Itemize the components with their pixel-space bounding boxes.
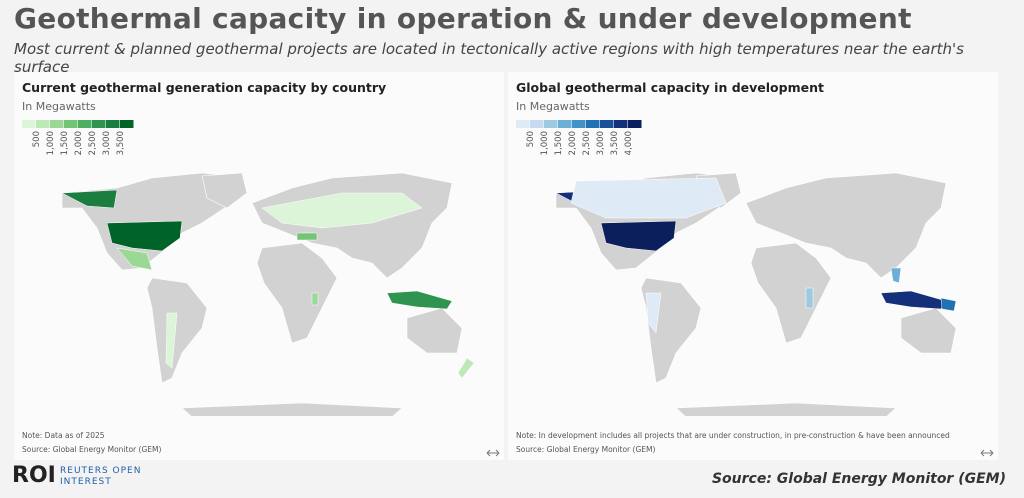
country-region bbox=[645, 292, 662, 334]
legend-label: 500 bbox=[526, 131, 536, 147]
country-region bbox=[940, 297, 957, 312]
expand-arrow bbox=[980, 449, 994, 457]
legend-label: 2,500 bbox=[88, 131, 98, 155]
legend-label: 4,000 bbox=[624, 131, 634, 155]
panel-unit: In Megawatts bbox=[516, 100, 590, 113]
country-region bbox=[805, 287, 814, 309]
country-region bbox=[386, 290, 453, 310]
legend: 500 1,000 1,500 2,000 2,500 3,000 3,500 4,000 bbox=[516, 120, 642, 155]
country-region bbox=[880, 290, 947, 310]
legend-label: 2,500 bbox=[582, 131, 592, 155]
title: Geothermal capacity in operation & under… bbox=[14, 2, 912, 35]
brand: REUTERS OPEN INTEREST bbox=[60, 466, 141, 488]
country-region bbox=[106, 220, 183, 252]
panel-source: Source: Global Energy Monitor (GEM) bbox=[22, 445, 162, 454]
world-map bbox=[555, 172, 957, 416]
expand-icon bbox=[980, 449, 994, 457]
subtitle: Most current & planned geothermal projec… bbox=[14, 40, 964, 76]
brand-line: REUTERS OPEN bbox=[60, 466, 142, 476]
land bbox=[900, 307, 957, 354]
map-panel: Current geothermal generation capacity b… bbox=[14, 72, 504, 460]
panel-title: Current geothermal generation capacity b… bbox=[22, 80, 387, 95]
expand-arrow bbox=[486, 449, 500, 457]
panel-title: Global geothermal capacity in developmen… bbox=[516, 80, 824, 95]
legend-swatch bbox=[50, 120, 64, 128]
panel-unit: In Megawatts bbox=[22, 100, 96, 113]
land bbox=[750, 242, 832, 344]
legend-label: 3,500 bbox=[116, 131, 126, 155]
legend-label: 500 bbox=[32, 131, 42, 147]
footer-source: Source: Global Energy Monitor (GEM) bbox=[711, 471, 1006, 487]
legend-swatch bbox=[572, 120, 586, 128]
legend-swatch bbox=[78, 120, 92, 128]
legend-swatch bbox=[530, 120, 544, 128]
map-body bbox=[61, 172, 475, 416]
country-region bbox=[165, 312, 178, 369]
country-region bbox=[61, 189, 118, 209]
legend-swatch bbox=[92, 120, 106, 128]
legend-swatch bbox=[106, 120, 120, 128]
legend-swatch bbox=[600, 120, 614, 128]
legend: 500 1,000 1,500 2,000 2,500 3,000 3,500 bbox=[22, 120, 134, 155]
legend-swatch bbox=[120, 120, 134, 128]
map-body bbox=[555, 172, 957, 416]
legend-label: 1,500 bbox=[60, 131, 70, 155]
country-region bbox=[311, 292, 319, 306]
land bbox=[256, 242, 338, 344]
country-region bbox=[261, 192, 423, 229]
logo: ROI bbox=[12, 463, 56, 488]
country-region bbox=[457, 357, 475, 379]
legend-label: 1,500 bbox=[554, 131, 564, 155]
country-region bbox=[116, 247, 153, 271]
legend-swatch bbox=[36, 120, 50, 128]
panel-note: Note: Data as of 2025 bbox=[22, 431, 105, 440]
panel-note: Note: In development includes all projec… bbox=[516, 431, 950, 440]
legend-swatch bbox=[544, 120, 558, 128]
country-region bbox=[600, 220, 677, 252]
legend-swatch bbox=[516, 120, 530, 128]
expand-icon bbox=[486, 449, 500, 457]
country-region bbox=[890, 267, 902, 284]
land bbox=[181, 402, 403, 416]
legend-swatch bbox=[586, 120, 600, 128]
legend-swatch bbox=[64, 120, 78, 128]
legend-swatch bbox=[614, 120, 628, 128]
legend-label: 2,000 bbox=[74, 131, 84, 155]
legend-label: 3,000 bbox=[102, 131, 112, 155]
legend-swatch bbox=[628, 120, 642, 128]
land bbox=[406, 307, 463, 354]
legend-label: 3,500 bbox=[610, 131, 620, 155]
legend-label: 1,000 bbox=[46, 131, 56, 155]
land bbox=[201, 172, 248, 209]
legend-label: 2,000 bbox=[568, 131, 578, 155]
legend-swatch bbox=[22, 120, 36, 128]
land bbox=[675, 402, 897, 416]
land bbox=[146, 277, 208, 384]
legend-swatch bbox=[558, 120, 572, 128]
legend-label: 3,000 bbox=[596, 131, 606, 155]
brand-line: INTEREST bbox=[60, 477, 112, 487]
country-region bbox=[296, 232, 318, 241]
legend-label: 1,000 bbox=[540, 131, 550, 155]
world-map bbox=[61, 172, 475, 416]
country-region bbox=[570, 177, 727, 219]
map-panel: Global geothermal capacity in developmen… bbox=[508, 72, 998, 460]
panel-source: Source: Global Energy Monitor (GEM) bbox=[516, 445, 656, 454]
